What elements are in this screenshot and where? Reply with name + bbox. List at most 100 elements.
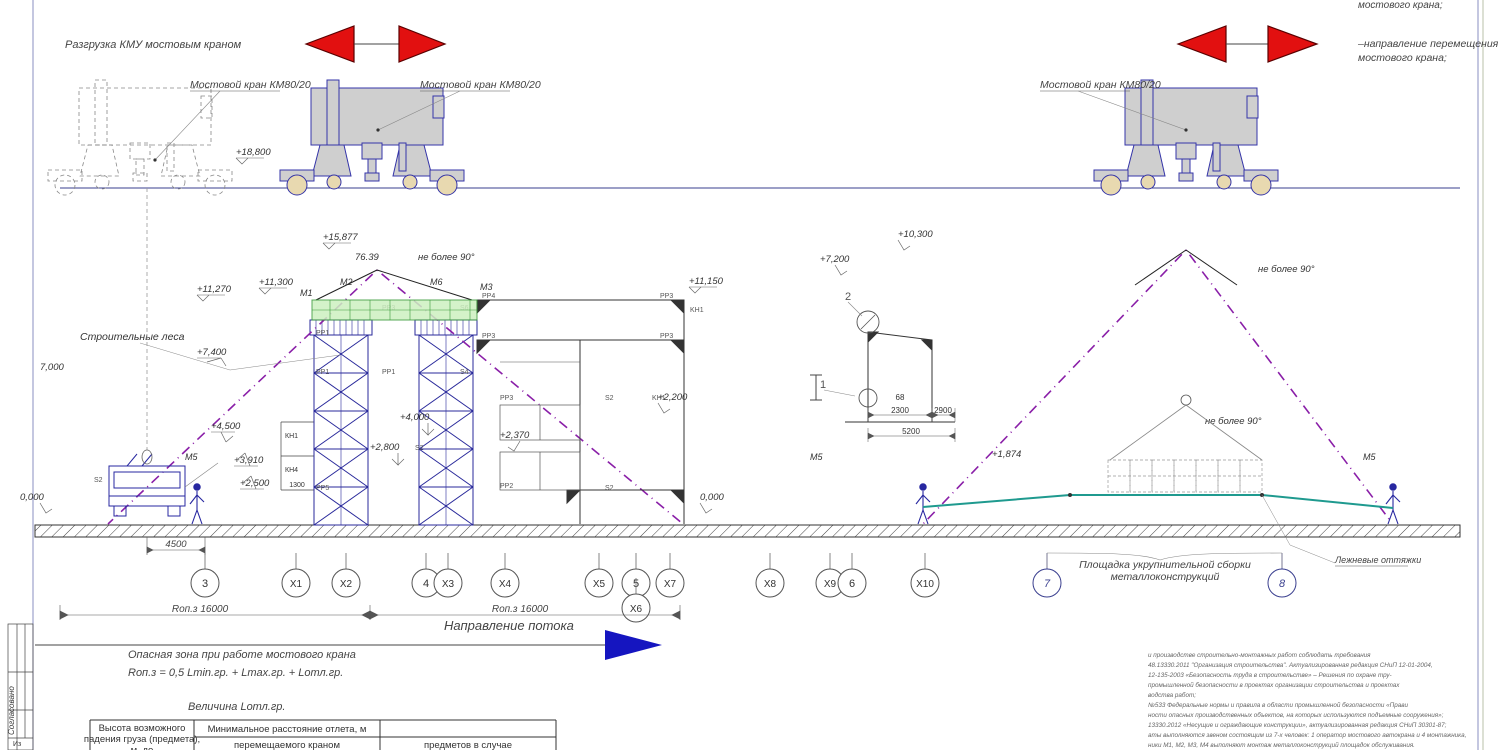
svg-text:68: 68 <box>896 393 905 402</box>
svg-text:X1: X1 <box>290 579 303 590</box>
svg-text:2: 2 <box>845 291 851 303</box>
svg-text:+2,800: +2,800 <box>370 442 400 453</box>
svg-text:X4: X4 <box>499 579 512 590</box>
svg-text:X10: X10 <box>916 579 934 590</box>
svg-text:+2,370: +2,370 <box>500 430 530 441</box>
svg-text:+10,300: +10,300 <box>898 229 933 240</box>
svg-text:водства работ;: водства работ; <box>1148 691 1196 699</box>
svg-text:+7,200: +7,200 <box>820 254 850 265</box>
svg-text:+7,400: +7,400 <box>197 347 227 358</box>
svg-text:+4,500: +4,500 <box>211 421 241 432</box>
svg-text:Из: Из <box>13 741 21 748</box>
svg-text:6: 6 <box>849 578 855 590</box>
svg-text:PP4: PP4 <box>482 293 495 300</box>
svg-text:M5: M5 <box>810 452 823 462</box>
svg-text:M5: M5 <box>185 452 198 462</box>
svg-text:Минимальное расстояние отлета,: Минимальное расстояние отлета, м <box>208 724 367 735</box>
svg-text:13330.2012 «Несущие и ограждаю: 13330.2012 «Несущие и ограждающие констр… <box>1148 721 1447 729</box>
svg-text:S2: S2 <box>415 445 424 452</box>
svg-text:металлоконструкций: металлоконструкций <box>1111 571 1220 583</box>
svg-text:+2,200: +2,200 <box>658 392 688 403</box>
svg-text:Roп.з 16000: Roп.з 16000 <box>492 604 549 615</box>
svg-text:+18,800: +18,800 <box>236 147 271 158</box>
svg-text:Лежневые оттяжки: Лежневые оттяжки <box>1334 555 1421 565</box>
svg-text:0,000: 0,000 <box>700 492 724 503</box>
svg-text:перемещаемого краном: перемещаемого краном <box>234 740 340 750</box>
svg-text:PP1: PP1 <box>316 369 329 376</box>
svg-text:Направление потока: Направление потока <box>444 618 574 633</box>
svg-text:2300: 2300 <box>891 406 909 415</box>
svg-text:Roп.з 16000: Roп.з 16000 <box>172 604 229 615</box>
svg-text:Согласовано: Согласовано <box>7 686 16 735</box>
svg-text:12-135-2003 «Безопасность труд: 12-135-2003 «Безопасность труда в строит… <box>1148 671 1392 679</box>
svg-text:X6: X6 <box>630 604 643 615</box>
svg-text:7: 7 <box>1044 578 1051 590</box>
svg-text:+1,874: +1,874 <box>992 449 1021 460</box>
svg-text:–направление перемещения: –направление перемещения <box>1357 38 1499 50</box>
svg-text:2900: 2900 <box>934 406 952 415</box>
svg-text:1: 1 <box>820 379 826 391</box>
svg-text:PP1: PP1 <box>316 330 329 337</box>
svg-text:4: 4 <box>423 578 429 590</box>
svg-text:мостового крана;: мостового крана; <box>1358 52 1447 64</box>
svg-text:аты выполняются звеном состоящ: аты выполняются звеном состоящим из 7-х … <box>1148 732 1467 739</box>
svg-text:не более 90°: не более 90° <box>1258 264 1315 275</box>
svg-text:не более 90°: не более 90° <box>418 252 475 263</box>
svg-text:Площадка укрупнительной сборки: Площадка укрупнительной сборки <box>1079 559 1251 571</box>
svg-text:PP1: PP1 <box>382 369 395 376</box>
svg-text:M3: M3 <box>480 282 493 292</box>
svg-text:PP2: PP2 <box>500 483 513 490</box>
svg-text:+4,000: +4,000 <box>400 412 430 423</box>
svg-text:КН1: КН1 <box>285 433 298 440</box>
svg-text:КН4: КН4 <box>285 467 298 474</box>
svg-text:Мостовой кран КМ80/20: Мостовой кран КМ80/20 <box>420 79 541 91</box>
svg-text:PP3: PP3 <box>482 333 495 340</box>
svg-text:Величина Lотл.гр.: Величина Lотл.гр. <box>188 701 285 713</box>
svg-text:мостового крана;: мостового крана; <box>1358 0 1443 11</box>
svg-text:48.13330.2011 "Организация стр: 48.13330.2011 "Организация строительства… <box>1148 661 1433 669</box>
svg-text:Разгрузка КМУ мостовым краном: Разгрузка КМУ мостовым краном <box>65 39 242 51</box>
svg-text:№533 Федеральные нормы и прави: №533 Федеральные нормы и правила в облас… <box>1148 701 1408 709</box>
svg-text:+15,877: +15,877 <box>323 232 358 243</box>
svg-text:S2: S2 <box>605 395 614 402</box>
svg-text:X2: X2 <box>340 579 353 590</box>
svg-text:5200: 5200 <box>902 427 920 436</box>
svg-text:S2: S2 <box>94 477 103 484</box>
svg-text:PP3: PP3 <box>660 293 673 300</box>
svg-text:Мостовой кран КМ80/20: Мостовой кран КМ80/20 <box>190 79 311 91</box>
svg-text:M6: M6 <box>430 277 443 287</box>
svg-text:4500: 4500 <box>165 539 187 550</box>
svg-text:Строительные леса: Строительные леса <box>80 331 185 343</box>
svg-text:8: 8 <box>1279 578 1286 590</box>
svg-text:KH1: KH1 <box>690 307 704 314</box>
svg-text:X5: X5 <box>593 579 606 590</box>
svg-text:X9: X9 <box>824 579 837 590</box>
svg-text:X8: X8 <box>764 579 777 590</box>
svg-text:ники М1, М2, М3, М4 выполняют: ники М1, М2, М3, М4 выполняют монтаж мет… <box>1148 741 1415 749</box>
svg-text:PP3: PP3 <box>500 395 513 402</box>
svg-text:S2: S2 <box>605 485 614 492</box>
svg-text:Высота возможного: Высота возможного <box>99 723 186 734</box>
svg-text:0,000: 0,000 <box>20 492 44 503</box>
svg-text:Мостовой кран КМ80/20: Мостовой кран КМ80/20 <box>1040 79 1161 91</box>
svg-text:M5: M5 <box>1363 452 1376 462</box>
svg-text:промышленной безопасности в пр: промышленной безопасности в проектах орг… <box>1148 681 1400 689</box>
svg-text:Roп.з = 0,5 Lmin.гр. + Lmax.гр: Roп.з = 0,5 Lmin.гр. + Lmax.гр. + Loтл.г… <box>128 667 343 679</box>
svg-text:Опасная зона при работе мостов: Опасная зона при работе мостового крана <box>128 649 356 661</box>
svg-text:X3: X3 <box>442 579 455 590</box>
svg-text:предметов в случае: предметов в случае <box>424 740 512 750</box>
svg-text:S4: S4 <box>460 369 469 376</box>
svg-text:падения груза (предмета),: падения груза (предмета), <box>84 734 200 745</box>
svg-text:+11,150: +11,150 <box>689 276 724 287</box>
svg-text:PP5: PP5 <box>316 485 329 492</box>
svg-text:PP3: PP3 <box>660 333 673 340</box>
svg-text:M2: M2 <box>340 277 353 287</box>
svg-text:7,000: 7,000 <box>40 362 64 373</box>
svg-text:M1: M1 <box>300 288 313 298</box>
svg-text:3: 3 <box>202 578 208 590</box>
svg-text:X7: X7 <box>664 579 677 590</box>
svg-text:и производстве строительно-мон: и производстве строительно-монтажных раб… <box>1148 651 1371 659</box>
svg-text:м, до: м, до <box>131 745 154 750</box>
svg-text:1300: 1300 <box>289 482 305 489</box>
svg-text:ности опасных производственных: ности опасных производственных объектов,… <box>1148 711 1444 719</box>
